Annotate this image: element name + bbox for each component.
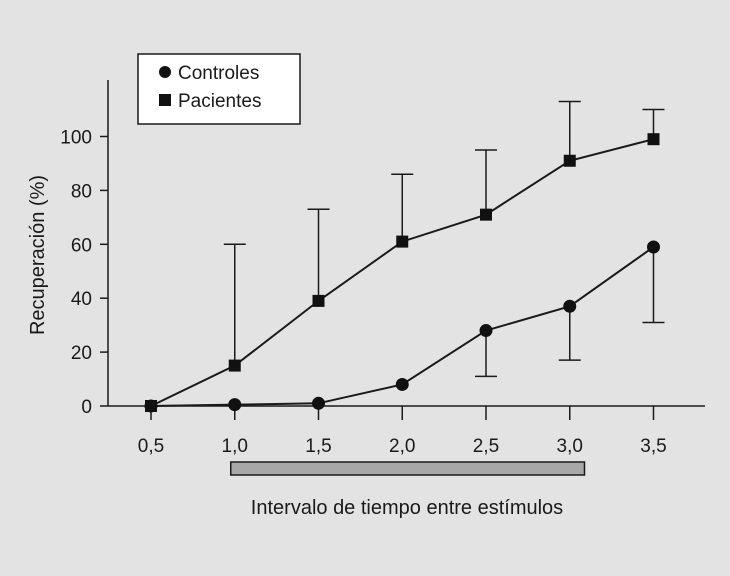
series-markers <box>144 133 660 413</box>
point-controles-5 <box>563 299 577 313</box>
point-controles-3 <box>395 377 409 391</box>
point-pacientes-4 <box>480 208 492 221</box>
point-pacientes-5 <box>563 154 576 167</box>
x-tick-label-2: 1,5 <box>305 436 331 457</box>
x-tick-label-6: 3,5 <box>640 436 666 457</box>
legend-controles-marker <box>159 66 171 78</box>
y-tick-label-100: 100 <box>60 128 92 149</box>
interval-bar-group <box>230 461 586 476</box>
y-tick-label-20: 20 <box>71 343 92 364</box>
x-tick-label-4: 2,5 <box>473 436 499 457</box>
point-pacientes-2 <box>312 294 325 307</box>
point-pacientes-0 <box>145 400 157 412</box>
axes: 0 20 40 60 80 100 0,5 1,0 1,5 2,0 2,5 3,0 3,5 <box>60 80 705 457</box>
interval-bar <box>230 461 586 476</box>
y-tick-label-80: 80 <box>71 181 92 202</box>
point-pacientes-3 <box>396 235 409 248</box>
x-tick-label-1: 1,0 <box>222 436 248 457</box>
point-controles-6 <box>647 240 660 254</box>
point-pacientes-6 <box>647 133 660 146</box>
legend-pacientes-marker <box>159 94 171 106</box>
x-axis-title: Intervalo de tiempo entre estímulos <box>251 497 563 519</box>
point-controles-1 <box>228 398 242 412</box>
x-tick-label-3: 2,0 <box>389 436 415 457</box>
point-controles-2 <box>312 396 325 410</box>
y-tick-label-0: 0 <box>81 397 92 418</box>
x-tick-label-0: 0,5 <box>138 436 164 457</box>
legend-controles-label: Controles <box>178 63 259 84</box>
legend-pacientes-label: Pacientes <box>178 91 261 112</box>
error-bars <box>223 100 665 378</box>
y-axis-title: Recuperación (%) <box>27 175 49 335</box>
x-tick-label-5: 3,0 <box>557 436 583 457</box>
point-controles-4 <box>479 324 493 338</box>
legend-box <box>137 53 301 125</box>
point-pacientes-1 <box>228 359 241 372</box>
y-tick-label-60: 60 <box>71 235 92 256</box>
y-tick-label-40: 40 <box>71 289 92 310</box>
legend: Controles Pacientes <box>137 53 301 125</box>
